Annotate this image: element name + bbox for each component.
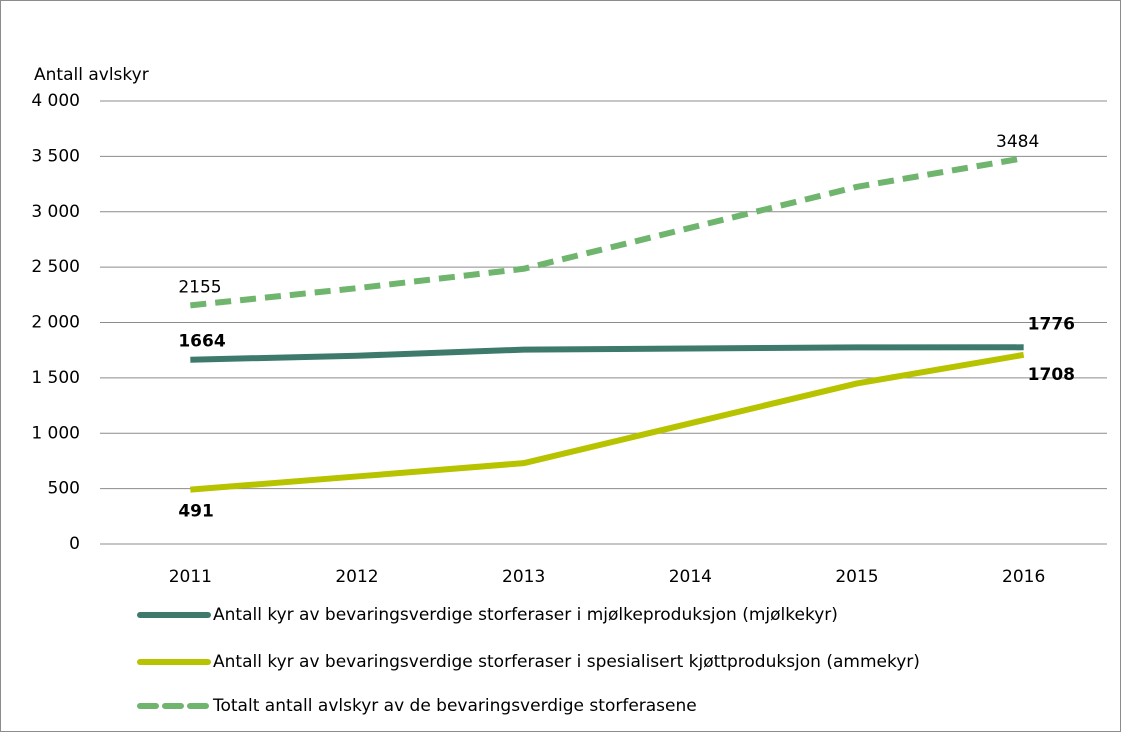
data-label: 3484 xyxy=(996,132,1039,152)
y-tick-label: 3 500 xyxy=(31,146,80,166)
x-tick-label: 2016 xyxy=(1002,567,1045,587)
y-tick-label: 2 500 xyxy=(31,257,80,277)
x-tick-label: 2015 xyxy=(835,567,878,587)
y-tick-label: 3 000 xyxy=(31,202,80,222)
data-label: 491 xyxy=(178,502,214,522)
y-tick-label: 0 xyxy=(69,534,80,554)
line-series xyxy=(190,155,1025,309)
x-tick-label: 2012 xyxy=(335,567,378,587)
data-label: 1776 xyxy=(1028,314,1075,334)
y-tick-label: 500 xyxy=(48,479,80,499)
y-tick-label: 1 000 xyxy=(31,423,80,443)
y-axis-title: Antall avlskyr xyxy=(34,65,149,85)
y-tick-label: 1 500 xyxy=(31,368,80,388)
x-tick-label: 2014 xyxy=(669,567,712,587)
legend-label: Antall kyr av bevaringsverdige storferas… xyxy=(213,652,920,672)
legend-label: Totalt antall avlskyr av de bevaringsver… xyxy=(212,696,697,716)
y-tick-label: 4 000 xyxy=(31,91,80,111)
legend-label: Antall kyr av bevaringsverdige storferas… xyxy=(213,605,838,625)
x-tick-label: 2013 xyxy=(502,567,545,587)
line-series xyxy=(190,344,1024,363)
x-tick-label: 2011 xyxy=(169,567,212,587)
y-tick-label: 2 000 xyxy=(31,313,80,333)
line-series xyxy=(190,351,1025,493)
data-label: 1664 xyxy=(178,332,225,352)
data-label: 2155 xyxy=(178,277,221,297)
data-label: 1708 xyxy=(1028,365,1075,385)
